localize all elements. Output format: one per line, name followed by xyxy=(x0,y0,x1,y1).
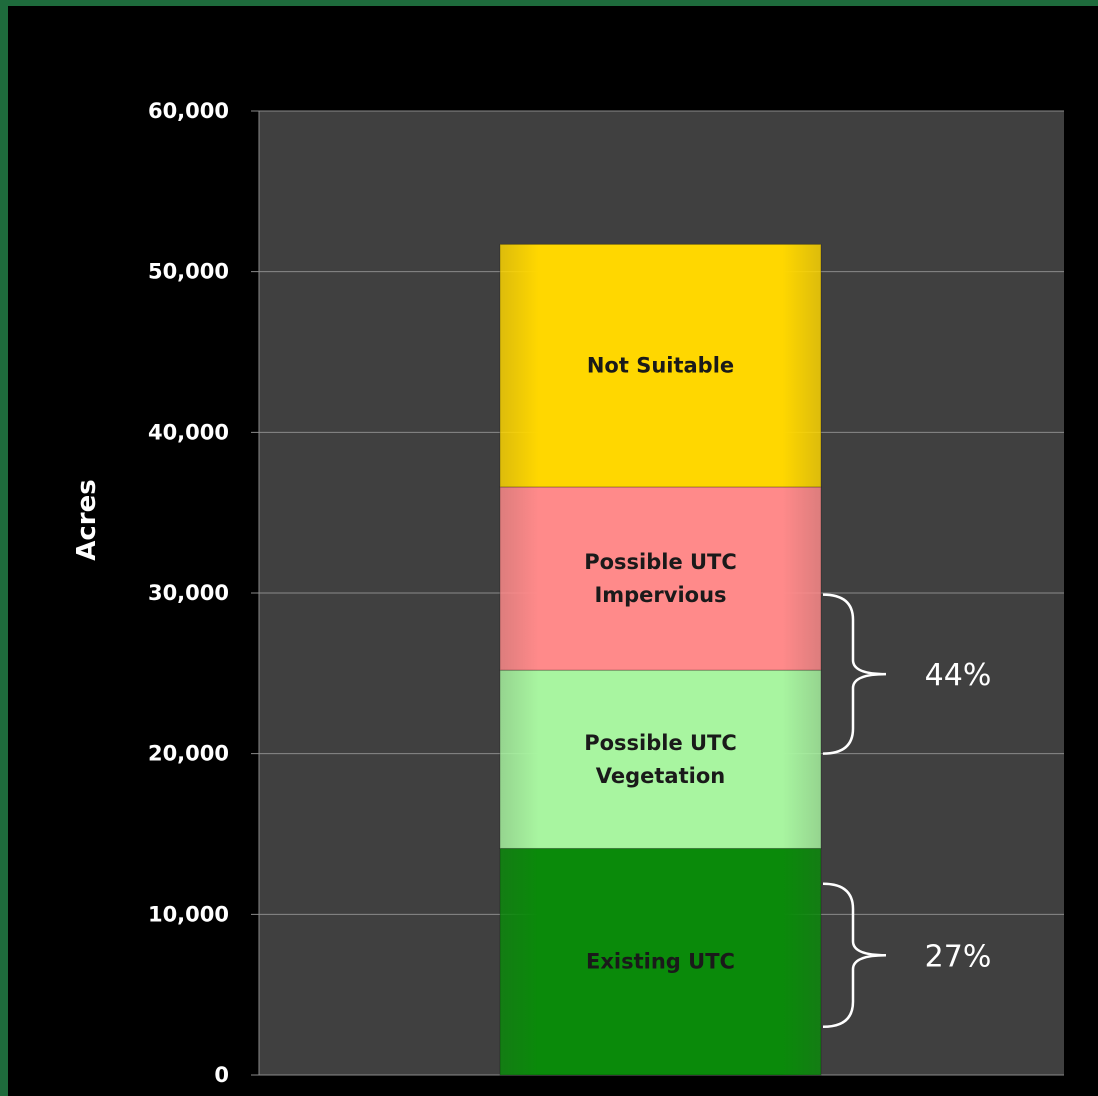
y-tick-label: 30,000 xyxy=(148,581,229,605)
y-tick-label: 60,000 xyxy=(148,99,229,123)
curly-brace xyxy=(822,882,887,1029)
bar-segment xyxy=(499,847,822,1076)
segment-label: Possible UTC xyxy=(584,550,737,574)
stacked-bar-chart: 0 10,000 20,000 30,000 40,000 50,000 60,000 Acr… xyxy=(72,99,1064,1087)
segment-label: Vegetation xyxy=(596,764,725,788)
y-axis-label: Acres xyxy=(72,479,102,560)
y-tick-label: 50,000 xyxy=(148,260,229,284)
percentage-label: 44% xyxy=(925,658,992,693)
y-tick-label: 40,000 xyxy=(148,420,229,444)
bar-segment xyxy=(499,243,822,488)
curly-brace xyxy=(822,593,887,755)
segment-label: Not Suitable xyxy=(587,354,734,378)
segment-label: Impervious xyxy=(594,583,726,607)
chart-frame: 0 10,000 20,000 30,000 40,000 50,000 60,000 Acr… xyxy=(8,6,1098,1096)
bar-segment xyxy=(499,486,822,671)
segment-label: Possible UTC xyxy=(584,731,737,755)
y-tick-label: 20,000 xyxy=(148,742,229,766)
segment-label: Existing UTC xyxy=(586,950,735,974)
y-tick-label: 0 xyxy=(214,1063,229,1087)
bar-segment xyxy=(499,669,822,849)
y-tick-label: 10,000 xyxy=(148,902,229,926)
percentage-label: 27% xyxy=(925,939,992,974)
